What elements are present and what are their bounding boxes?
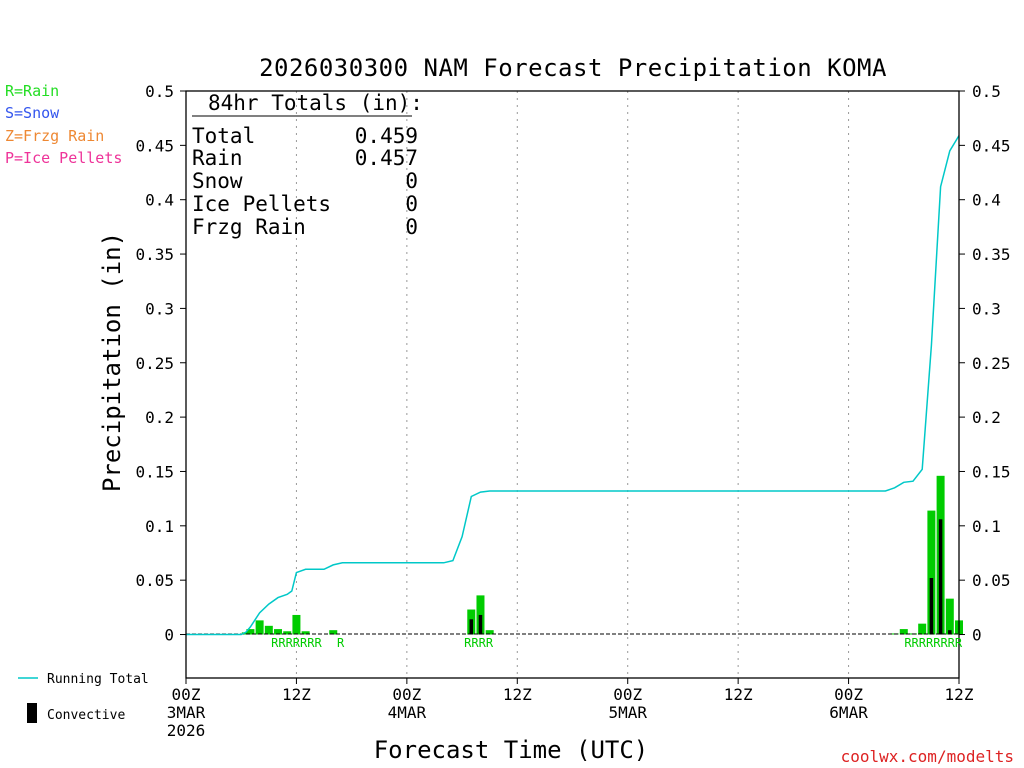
x-tick-label: 12Z	[724, 685, 753, 704]
y-tick-label-right: 0.45	[972, 136, 1011, 155]
convective-bar	[469, 619, 474, 635]
y-tick-label-left: 0.45	[135, 136, 174, 155]
y-tick-label-left: 0.25	[135, 354, 174, 373]
plot-frame	[185, 90, 960, 679]
chart-title: 2026030300 NAM Forecast Precipitation KO…	[259, 54, 887, 82]
y-tick-label-right: 0.15	[972, 462, 1011, 481]
ptype-labels: RRRRRRR R RRRR RRRRRRRR	[271, 636, 963, 650]
y-tick-label-right: 0.3	[972, 299, 1001, 318]
ptype-label: RRRRRRR	[271, 636, 322, 650]
y-tick-label-right: 0.35	[972, 245, 1011, 264]
convective-bar	[478, 614, 483, 635]
totals-rain-value: 0.457	[355, 146, 418, 170]
rain-bar	[927, 510, 936, 635]
legend-ice-pellets: P=Ice Pellets	[5, 149, 122, 167]
running-total-legend-label: Running Total	[47, 672, 149, 687]
y-tick-label-left: 0.35	[135, 245, 174, 264]
totals-rain-label: Rain	[192, 146, 243, 170]
rain-bar	[255, 620, 264, 635]
x-axis-label: Forecast Time (UTC)	[374, 736, 649, 764]
running-total-line	[186, 135, 960, 636]
totals-header: 84hr Totals (in):	[208, 91, 423, 115]
totals-snow-value: 0	[405, 169, 418, 193]
convective-bar	[948, 630, 952, 635]
y-tick-label-right: 0.4	[972, 191, 1001, 210]
legend-rain: R=Rain	[5, 82, 59, 100]
y-tick-label-left: 0.05	[135, 571, 174, 590]
x-tick-label: 6MAR	[829, 703, 868, 722]
y-tick-label-left: 0.4	[145, 191, 174, 210]
totals-snow-label: Snow	[192, 169, 243, 193]
x-tick-label: 00Z	[613, 685, 642, 704]
y-tick-label-left: 0.2	[145, 408, 174, 427]
ptype-legend: R=Rain S=Snow Z=Frzg Rain P=Ice Pellets	[5, 82, 122, 167]
rain-bar	[274, 629, 283, 635]
rain-bar	[301, 631, 310, 635]
x-tick-label: 5MAR	[608, 703, 647, 722]
y-tick-label-right: 0.1	[972, 517, 1001, 536]
bottom-legend: Running Total Convective	[18, 672, 149, 723]
convective-bar	[938, 519, 943, 635]
totals-frzgrain-label: Frzg Rain	[192, 215, 306, 239]
y-tick-label-left: 0	[164, 626, 174, 645]
bar-series	[241, 475, 963, 635]
ptype-label: RRRRRRRR	[904, 636, 963, 650]
x-tick-label: 3MAR	[167, 703, 206, 722]
convective-swatch	[27, 703, 37, 723]
x-tick-label: 12Z	[945, 685, 974, 704]
x-tick-label: 00Z	[834, 685, 863, 704]
rain-bar	[485, 630, 494, 635]
y-axis-label: Precipitation (in)	[98, 232, 126, 492]
rain-bar	[292, 614, 301, 635]
rain-bar	[264, 625, 273, 635]
totals-icepellets-label: Ice Pellets	[192, 192, 331, 216]
rain-bar	[899, 629, 908, 635]
grid-lines	[295, 91, 850, 678]
totals-total-label: Total	[192, 124, 255, 148]
totals-frzgrain-value: 0	[405, 215, 418, 239]
legend-snow: S=Snow	[5, 104, 60, 122]
y-tick-label-right: 0.5	[972, 82, 1001, 101]
legend-frzg-rain: Z=Frzg Rain	[5, 127, 104, 145]
x-tick-label: 4MAR	[388, 703, 427, 722]
totals-total-value: 0.459	[355, 124, 418, 148]
x-tick-label: 00Z	[172, 685, 201, 704]
convective-legend-label: Convective	[47, 708, 125, 723]
y-tick-label-left: 0.3	[145, 299, 174, 318]
y-tick-label-right: 0.25	[972, 354, 1011, 373]
y-tick-label-left: 0.1	[145, 517, 174, 536]
ptype-label: R	[337, 636, 345, 650]
y-tick-label-right: 0.05	[972, 571, 1011, 590]
x-tick-label: 12Z	[282, 685, 311, 704]
totals-box: 84hr Totals (in): Total 0.459 Rain 0.457…	[192, 91, 423, 239]
rain-bar	[246, 629, 255, 635]
x-tick-label: 12Z	[503, 685, 532, 704]
convective-bar	[929, 577, 934, 635]
rain-bar	[918, 623, 927, 635]
rain-bar	[283, 631, 292, 635]
y-tick-label-left: 0.15	[135, 462, 174, 481]
x-tick-label: 2026	[167, 721, 206, 740]
rain-bar	[945, 598, 954, 635]
credit-text: coolwx.com/modelts	[841, 747, 1014, 766]
y-tick-label-right: 0.2	[972, 408, 1001, 427]
ptype-label: RRRR	[464, 636, 494, 650]
axis-ticks: 0 00.05 0.050.1 0.10.15 0.150.2 0.20.25 0.250.…	[135, 82, 1010, 740]
rain-bar	[329, 630, 338, 635]
y-tick-label-left: 0.5	[145, 82, 174, 101]
totals-icepellets-value: 0	[405, 192, 418, 216]
rain-bar	[241, 632, 250, 635]
y-tick-label-right: 0	[972, 626, 982, 645]
x-tick-label: 00Z	[392, 685, 421, 704]
